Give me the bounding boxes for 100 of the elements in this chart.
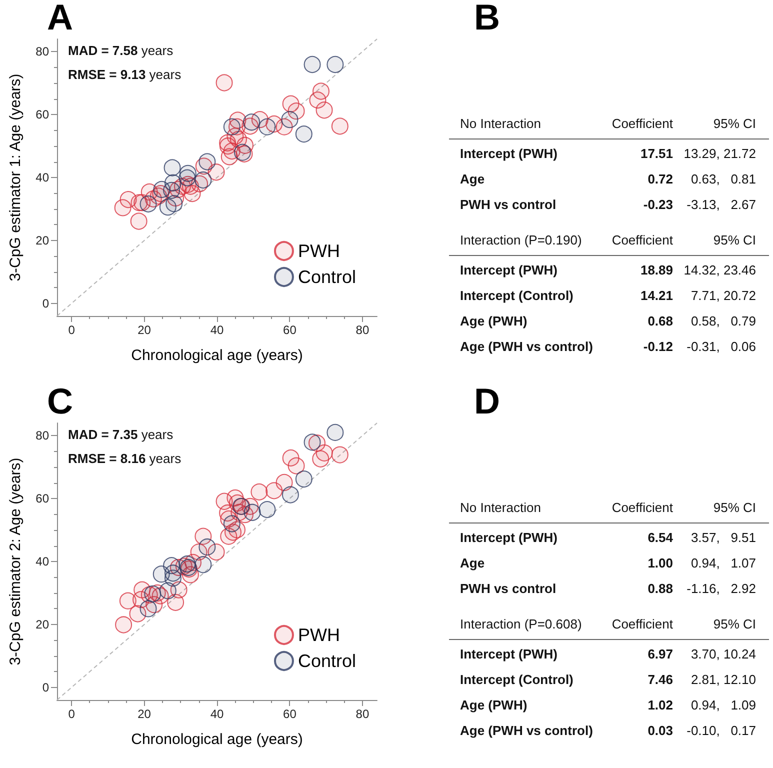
y-axis-title: 3-CpG estimator 1: Age (years) <box>7 74 24 282</box>
y-tick-label: 20 <box>36 233 50 248</box>
y-tick-label: 80 <box>36 44 50 59</box>
text: 95% CI <box>713 232 756 248</box>
text: 7.46 <box>648 672 674 687</box>
text: -0.12 <box>643 339 674 354</box>
text: 13.29, 21.72 <box>684 146 756 161</box>
point <box>281 111 298 128</box>
legend-label: Control <box>298 651 356 671</box>
text: 0.58, 0.79 <box>690 314 756 328</box>
text: -0.23 <box>643 197 674 212</box>
point <box>223 515 240 532</box>
point <box>304 56 321 73</box>
point <box>304 434 321 451</box>
y-axis-title: 3-CpG estimator 2: Age (years) <box>7 458 24 666</box>
point <box>194 172 212 189</box>
point <box>166 195 183 212</box>
point <box>250 483 268 500</box>
point <box>288 457 305 474</box>
text: Interaction (P=0.608) <box>460 616 582 632</box>
x-tick-label: 60 <box>283 707 297 721</box>
point <box>312 82 330 100</box>
text: -0.31, 0.06 <box>686 339 756 354</box>
text: 3.70, 10.24 <box>690 646 756 662</box>
y-tick-label: 20 <box>36 617 50 632</box>
text: Coefficient <box>612 232 674 248</box>
y-tick-label: 40 <box>36 554 50 568</box>
text: Intercept (PWH) <box>460 146 558 161</box>
annotation: MAD = 7.35 years <box>68 427 174 442</box>
legend-label: Control <box>298 267 356 287</box>
y-tick-label: 0 <box>42 296 50 310</box>
chart-title: A <box>47 0 73 38</box>
text: Interaction (P=0.190) <box>460 232 582 248</box>
point <box>258 118 276 136</box>
text: 95% CI <box>713 616 756 632</box>
point <box>331 118 348 135</box>
text: Intercept (Control) <box>460 672 574 687</box>
x-tick-label: 80 <box>356 707 370 721</box>
text: 3.57, 9.51 <box>690 530 756 545</box>
point <box>198 538 216 556</box>
text: 0.88 <box>648 581 674 596</box>
text: Age <box>460 556 485 570</box>
annotation: MAD = 7.58 years <box>68 43 174 58</box>
text: Age (PWH vs control) <box>460 723 593 738</box>
text: 7.71, 20.72 <box>690 288 756 303</box>
text: 0.72 <box>648 172 674 186</box>
point <box>295 126 312 143</box>
text: Intercept (Control) <box>460 288 574 303</box>
y-tick-label: 60 <box>36 108 50 122</box>
point <box>164 570 182 587</box>
point <box>295 470 312 488</box>
text: 95% CI <box>713 116 756 131</box>
text: 14.32, 23.46 <box>684 262 756 278</box>
text: 1.02 <box>648 698 674 712</box>
x-tick-label: 40 <box>210 707 224 721</box>
text: 14.21 <box>640 288 674 303</box>
text: -1.16, 2.92 <box>686 581 756 596</box>
text: PWH vs control <box>460 581 556 596</box>
text: B <box>474 0 500 38</box>
point <box>243 114 260 131</box>
point <box>316 444 333 462</box>
point <box>140 600 157 618</box>
point <box>223 118 240 136</box>
x-axis-title: Chronological age (years) <box>131 347 303 364</box>
text: Age <box>460 172 485 186</box>
point <box>130 212 148 230</box>
x-tick-label: 20 <box>138 707 152 721</box>
x-tick-label: 60 <box>283 323 297 337</box>
point <box>258 501 276 518</box>
annotation: RMSE = 9.13 years <box>68 67 182 82</box>
text: Intercept (PWH) <box>460 530 558 545</box>
text: 0.03 <box>648 723 674 738</box>
text: D <box>474 380 500 422</box>
point <box>316 102 333 119</box>
point <box>194 556 212 574</box>
x-tick-label: 0 <box>68 323 76 337</box>
point <box>282 486 299 504</box>
text: -0.10, 0.17 <box>686 723 756 738</box>
text: No Interaction <box>460 116 541 131</box>
point <box>163 182 180 199</box>
point <box>164 159 181 176</box>
text: -3.13, 2.67 <box>686 197 756 212</box>
text: No Interaction <box>460 500 541 515</box>
text: 1.00 <box>648 556 674 570</box>
text: 6.54 <box>648 530 674 545</box>
legend-label: PWH <box>298 241 340 261</box>
point <box>326 424 344 441</box>
point <box>115 616 132 634</box>
point <box>159 582 176 600</box>
text: 0.63, 0.81 <box>690 172 756 186</box>
text: Intercept (PWH) <box>460 262 558 278</box>
point <box>326 56 344 73</box>
text: Intercept (PWH) <box>460 646 558 662</box>
text: 18.89 <box>640 262 674 278</box>
text: 0.94, 1.07 <box>690 556 756 570</box>
text: 0.94, 1.09 <box>690 698 756 712</box>
text: 2.81, 12.10 <box>690 672 756 687</box>
x-tick-label: 40 <box>210 323 224 337</box>
x-tick-label: 20 <box>138 323 152 337</box>
text: Coefficient <box>612 116 674 131</box>
